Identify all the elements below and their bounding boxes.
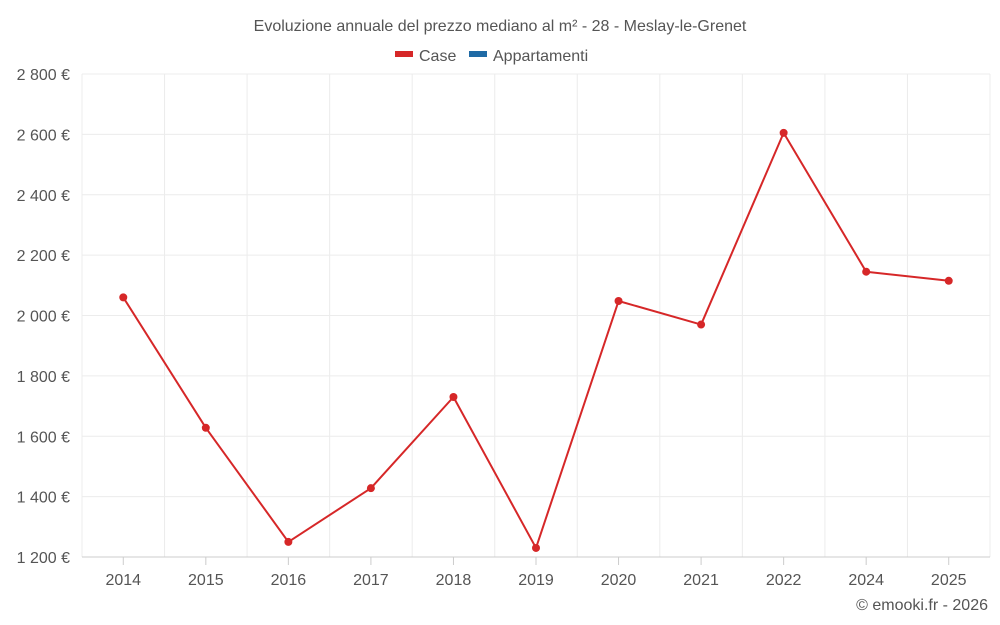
x-tick-label: 2017 [353, 572, 389, 589]
x-tick-label: 2015 [188, 572, 224, 589]
y-tick-label: 2 200 € [17, 248, 70, 265]
y-tick-label: 2 800 € [17, 67, 70, 84]
y-tick-label: 1 200 € [17, 550, 70, 567]
legend-label-case: Case [419, 48, 456, 65]
chart-title: Evoluzione annuale del prezzo mediano al… [254, 18, 747, 35]
data-point-case-2015[interactable] [201, 423, 210, 432]
data-point-case-2017[interactable] [366, 484, 375, 493]
x-tick-label: 2022 [766, 572, 802, 589]
x-tick-label: 2018 [436, 572, 472, 589]
x-tick-label: 2021 [683, 572, 719, 589]
series-points [119, 128, 953, 552]
data-point-case-2022[interactable] [779, 128, 788, 137]
data-point-case-2021[interactable] [697, 320, 706, 329]
x-tick-label: 2014 [105, 572, 141, 589]
y-tick-label: 1 400 € [17, 490, 70, 507]
x-tick-label: 2019 [518, 572, 554, 589]
data-point-case-2019[interactable] [532, 543, 540, 552]
data-point-case-2025[interactable] [944, 276, 953, 285]
y-tick-label: 2 000 € [17, 309, 70, 326]
x-tick-label: 2020 [601, 572, 637, 589]
y-axis: 1 200 € 1 400 € 1 600 € 1 800 € 2 000 € 2 200… [17, 67, 70, 567]
x-tick-label: 2016 [271, 572, 307, 589]
data-point-case-2020[interactable] [614, 297, 623, 306]
y-tick-label: 2 600 € [17, 127, 70, 144]
data-point-case-2014[interactable] [119, 293, 128, 302]
legend-label-appartamenti: Appartamenti [493, 48, 588, 65]
y-tick-label: 1 600 € [17, 429, 70, 446]
data-point-case-2016[interactable] [284, 537, 293, 546]
gridlines [81, 73, 991, 558]
legend-item-appartamenti[interactable]: Appartamenti [469, 48, 588, 65]
legend-swatch-case [395, 51, 413, 57]
legend: Case Appartamenti [395, 48, 588, 65]
x-axis: 2014 2015 2016 2017 2018 2019 2020 2021 2022 2024… [105, 557, 967, 589]
y-tick-label: 2 400 € [17, 188, 70, 205]
x-tick-label: 2024 [848, 572, 884, 589]
data-point-case-2018[interactable] [449, 393, 458, 402]
legend-swatch-appartamenti [469, 51, 487, 57]
x-tick-label: 2025 [931, 572, 967, 589]
y-tick-label: 1 800 € [17, 369, 70, 386]
credit-text: © emooki.fr - 2026 [856, 597, 988, 614]
legend-item-case[interactable]: Case [395, 48, 456, 65]
data-point-case-2024[interactable] [862, 267, 871, 276]
